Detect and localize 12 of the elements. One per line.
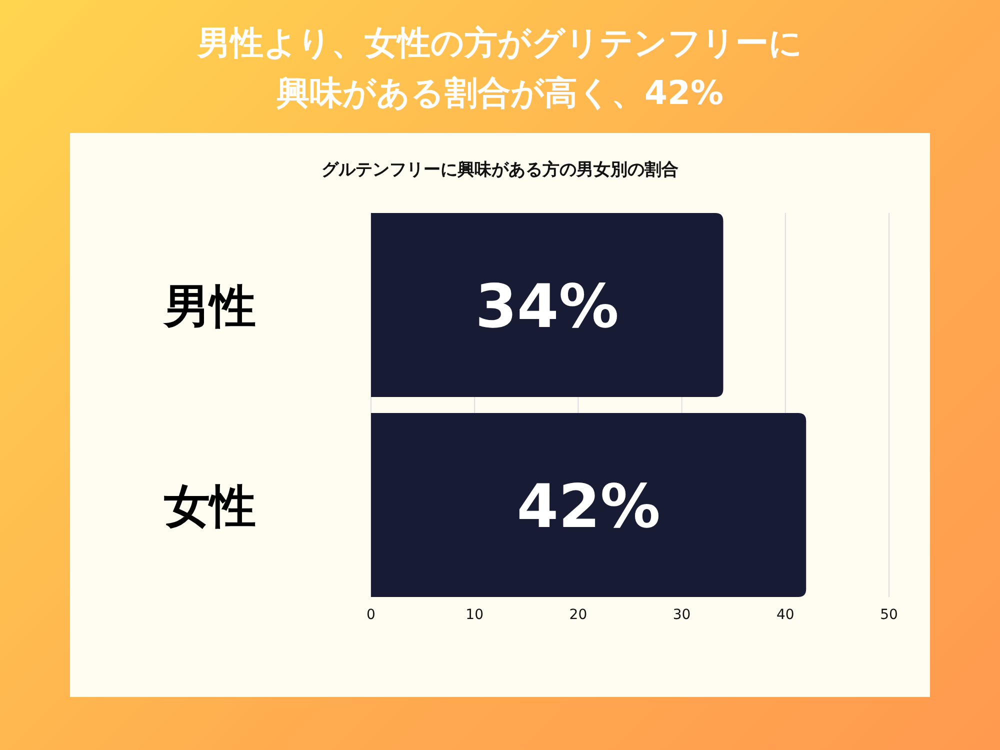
data-label: 42% bbox=[516, 472, 660, 542]
x-tick-label: 50 bbox=[880, 607, 898, 623]
x-tick-label: 40 bbox=[776, 607, 794, 623]
x-tick-label: 30 bbox=[672, 607, 691, 623]
chart-title: 男性より、女性の方がグリテンフリーに興味がある割合が高く、42% bbox=[196, 22, 804, 114]
y-tick-label: 男性 bbox=[162, 279, 256, 333]
x-tick-label: 20 bbox=[569, 607, 588, 623]
chart-subtitle: グルテンフリーに興味がある方の男女別の割合 bbox=[322, 160, 678, 180]
y-tick-label: 女性 bbox=[164, 479, 256, 533]
x-tick-label: 0 bbox=[366, 607, 376, 623]
data-label: 34% bbox=[475, 272, 619, 342]
x-tick-label: 10 bbox=[466, 607, 484, 623]
